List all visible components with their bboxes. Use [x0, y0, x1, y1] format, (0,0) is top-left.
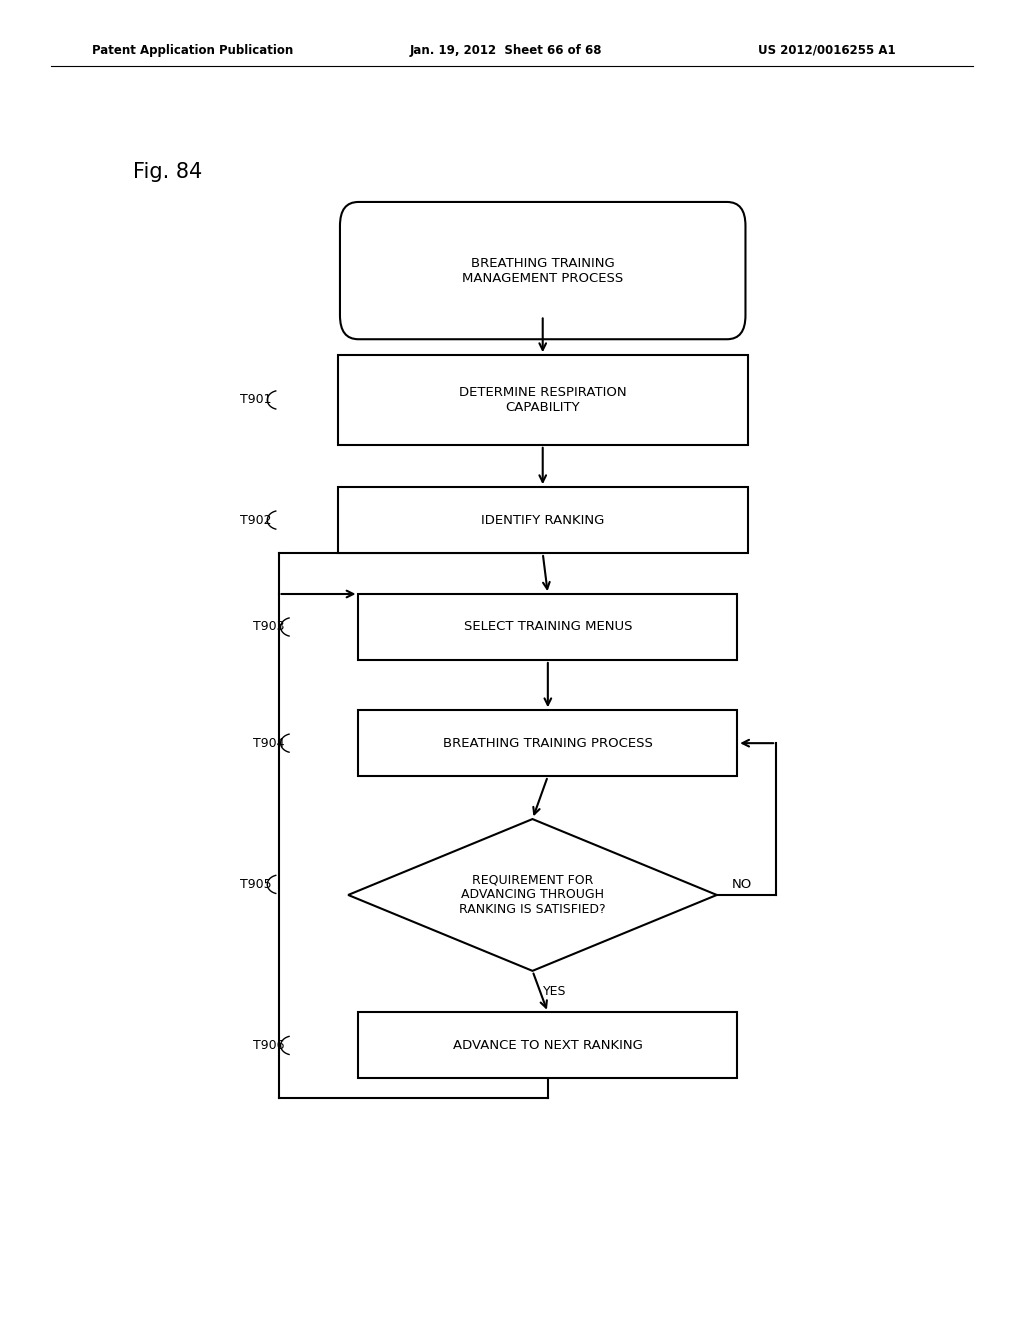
Polygon shape — [348, 818, 717, 972]
Text: REQUIREMENT FOR
ADVANCING THROUGH
RANKING IS SATISFIED?: REQUIREMENT FOR ADVANCING THROUGH RANKIN… — [459, 874, 606, 916]
Bar — [358, 594, 737, 660]
Text: T905: T905 — [240, 878, 271, 891]
Bar — [338, 355, 748, 445]
Text: Fig. 84: Fig. 84 — [133, 161, 203, 182]
Text: T903: T903 — [253, 620, 285, 634]
Bar — [358, 1012, 737, 1078]
Text: BREATHING TRAINING
MANAGEMENT PROCESS: BREATHING TRAINING MANAGEMENT PROCESS — [462, 256, 624, 285]
Text: YES: YES — [543, 985, 566, 998]
Text: T906: T906 — [253, 1039, 285, 1052]
Text: T904: T904 — [253, 737, 285, 750]
Text: ADVANCE TO NEXT RANKING: ADVANCE TO NEXT RANKING — [453, 1039, 643, 1052]
Text: SELECT TRAINING MENUS: SELECT TRAINING MENUS — [464, 620, 632, 634]
Text: Jan. 19, 2012  Sheet 66 of 68: Jan. 19, 2012 Sheet 66 of 68 — [410, 44, 602, 57]
Bar — [358, 710, 737, 776]
Bar — [338, 487, 748, 553]
Text: Patent Application Publication: Patent Application Publication — [92, 44, 294, 57]
Text: T901: T901 — [240, 393, 271, 407]
Text: US 2012/0016255 A1: US 2012/0016255 A1 — [758, 44, 895, 57]
Text: BREATHING TRAINING PROCESS: BREATHING TRAINING PROCESS — [443, 737, 652, 750]
Text: IDENTIFY RANKING: IDENTIFY RANKING — [481, 513, 604, 527]
Text: DETERMINE RESPIRATION
CAPABILITY: DETERMINE RESPIRATION CAPABILITY — [459, 385, 627, 414]
Text: T902: T902 — [240, 513, 271, 527]
Text: NO: NO — [732, 878, 753, 891]
FancyBboxPatch shape — [340, 202, 745, 339]
